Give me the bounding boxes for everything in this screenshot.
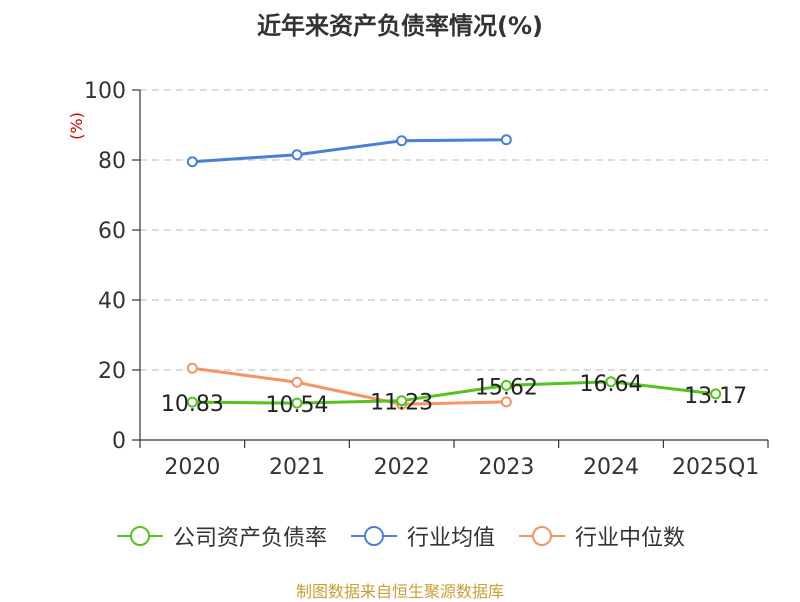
data-label: 15.62 [475,375,538,400]
series-line [192,138,507,164]
legend-item-industry-mean[interactable]: 行业均值 [349,520,495,552]
x-tick-label: 2021 [269,455,325,480]
data-label: 10.54 [266,393,329,418]
data-label: 13.17 [684,384,747,409]
legend-label-company: 公司资产负债率 [172,526,327,551]
chart-title: 近年来资产负债率情况(%) [257,12,543,40]
data-label: 11.23 [370,391,433,416]
data-point [291,376,303,388]
x-tick-label: 2023 [478,455,534,480]
y-tick-label: 20 [98,359,126,384]
legend-label-industry-mean: 行业均值 [406,526,495,551]
data-point [500,396,512,408]
data-point [500,379,512,391]
data-point [186,396,198,408]
data-point [605,376,617,388]
x-tick-label: 2020 [164,455,220,480]
data-point [291,149,303,161]
data-label: 10.83 [161,392,224,417]
legend-item-company[interactable]: 公司资产负债率 [115,520,327,552]
legend-item-industry-median[interactable]: 行业中位数 [517,520,685,552]
series-line [192,380,716,405]
legend-marker-industry-mean [350,526,397,546]
legend-marker-company [116,526,163,546]
x-tick-label: 2025Q1 [672,455,759,480]
y-tick-label: 100 [84,79,126,104]
source-note: 制图数据来自恒生聚源数据库 [295,582,504,601]
legend-marker-industry-median [519,526,565,546]
y-tick-label: 40 [98,289,126,314]
legend-label-industry-median: 行业中位数 [575,526,686,551]
y-axis-label: (%) [67,112,86,140]
y-tick-label: 60 [98,219,126,244]
data-point [291,397,303,409]
data-point [396,135,408,147]
data-label: 16.64 [580,372,643,397]
data-point [186,362,198,374]
data-point [710,388,722,400]
data-point [186,156,198,168]
series-line [192,366,507,406]
data-point [396,395,408,407]
data-point [500,134,512,146]
x-tick-label: 2022 [374,455,430,480]
x-tick-label: 2024 [583,455,639,480]
legend: 公司资产负债率 行业均值 行业中位数 [0,520,800,552]
y-tick-label: 80 [98,149,126,174]
y-tick-label: 0 [112,429,126,454]
